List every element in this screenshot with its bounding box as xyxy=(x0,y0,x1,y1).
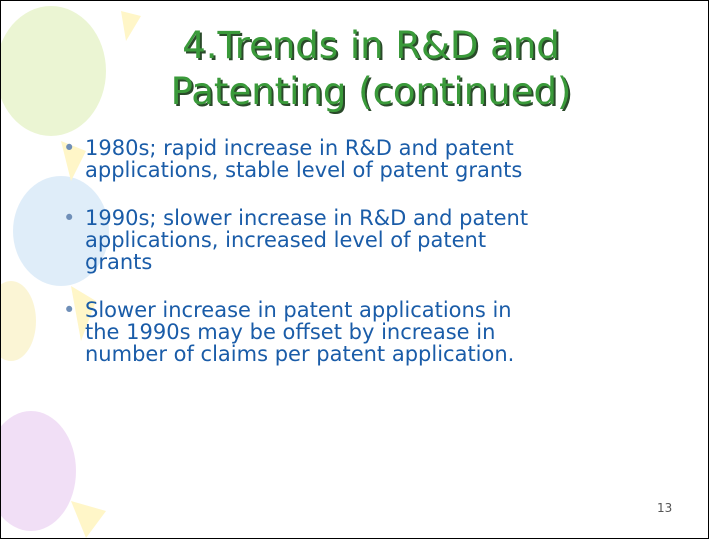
bullet: • 1980s; rapid increase in R&D and patent… xyxy=(63,137,693,181)
page-number: 13 xyxy=(657,501,673,515)
bullet-line: Slower increase in patent applications i… xyxy=(85,298,512,322)
bullet-line: applications, stable level of patent gra… xyxy=(85,158,523,182)
title-line: Patenting (continued) xyxy=(170,70,572,113)
bullet-dot: • xyxy=(63,298,76,322)
bullet-dot: • xyxy=(63,136,76,160)
bullet: • Slower increase in patent applications … xyxy=(63,299,693,365)
slide-title: 4.Trends in R&D and Patenting (continued) xyxy=(91,23,651,115)
bullet-list: • 1980s; rapid increase in R&D and patent… xyxy=(63,137,693,391)
bullet-line: the 1990s may be offset by increase in xyxy=(85,320,496,344)
bullet-line: grants xyxy=(85,250,153,274)
title-line: 4.Trends in R&D and xyxy=(182,24,560,67)
bullet-line: 1990s; slower increase in R&D and patent xyxy=(85,206,529,230)
bullet-dot: • xyxy=(63,206,76,230)
bullet-line: applications, increased level of patent xyxy=(85,228,487,252)
bullet-line: number of claims per patent application. xyxy=(85,342,515,366)
bullet-line: 1980s; rapid increase in R&D and patent xyxy=(85,136,514,160)
bullet: • 1990s; slower increase in R&D and paten… xyxy=(63,207,693,273)
